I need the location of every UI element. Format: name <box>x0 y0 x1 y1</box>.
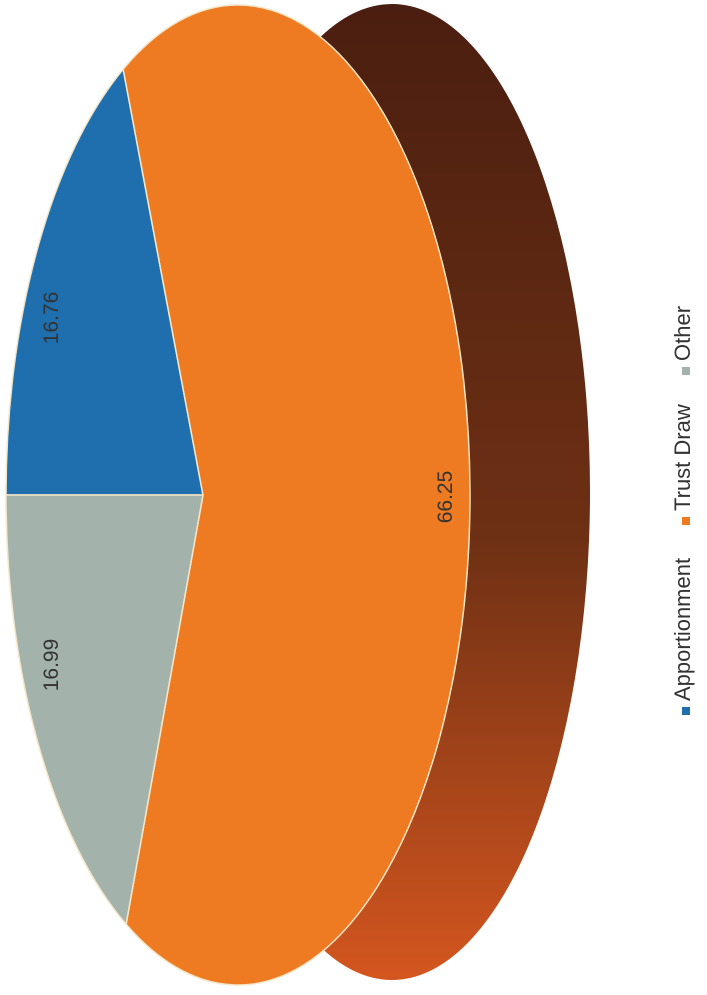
pie-slice-other <box>5 494 204 926</box>
data-label-other: 16.99 <box>40 639 63 692</box>
legend: Apportionment Trust Draw Other <box>670 306 695 715</box>
legend-swatch-other <box>682 367 690 375</box>
legend-swatch-trust-draw <box>682 517 690 525</box>
data-label-apportionment: 16.76 <box>40 292 63 345</box>
pie-slice-trust-draw <box>122 4 471 986</box>
legend-label-trust-draw: Trust Draw <box>670 404 695 511</box>
data-label-trust-draw: 66.25 <box>434 471 457 524</box>
legend-swatch-apportionment <box>682 707 690 715</box>
legend-label-apportionment: Apportionment <box>670 558 695 701</box>
legend-label-other: Other <box>670 306 695 361</box>
pie-slice-apportionment <box>5 67 204 496</box>
